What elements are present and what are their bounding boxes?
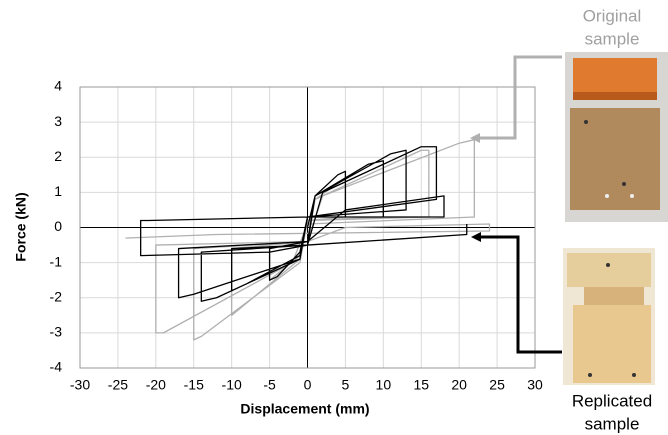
y-axis-title: Force (kN) [13, 192, 29, 261]
original-arrow [478, 55, 562, 140]
x-tick-label: -20 [146, 377, 166, 393]
x-tick-label: 5 [342, 377, 350, 393]
annotation: Original [583, 6, 642, 25]
y-tick-label: 4 [54, 78, 62, 94]
replicated-photo [563, 248, 655, 385]
y-tick-label: -1 [50, 253, 63, 269]
x-tick-label: -25 [108, 377, 128, 393]
y-tick-label: -4 [50, 359, 63, 375]
y-tick-label: 0 [54, 218, 62, 234]
replicated-arrow [480, 235, 562, 354]
x-tick-label: -5 [263, 377, 276, 393]
y-tick-label: 1 [54, 183, 62, 199]
series-line [140, 146, 468, 302]
x-tick-label: 30 [527, 377, 543, 393]
x-tick-label: -15 [184, 377, 204, 393]
annotation: Replicated [572, 391, 652, 410]
x-tick-label: -10 [222, 377, 242, 393]
y-tick-label: -3 [50, 324, 63, 340]
x-tick-label: 25 [489, 377, 505, 393]
y-tick-label: -2 [50, 288, 63, 304]
annotation: sample [585, 414, 640, 433]
x-tick-label: 10 [376, 377, 392, 393]
plot-frame [79, 86, 536, 369]
annotation: sample [585, 29, 640, 48]
x-tick-label: -30 [70, 377, 90, 393]
plot [125, 139, 491, 341]
x-axis-title: Displacement (mm) [240, 401, 369, 417]
y-tick-label: 3 [54, 113, 62, 129]
original-photo [565, 52, 668, 222]
x-tick-label: 0 [304, 377, 312, 393]
arrow-head [471, 232, 481, 242]
x-tick-label: 15 [413, 377, 429, 393]
x-tick-label: 20 [451, 377, 467, 393]
arrow-head [470, 133, 480, 143]
y-tick-label: 2 [54, 148, 62, 164]
